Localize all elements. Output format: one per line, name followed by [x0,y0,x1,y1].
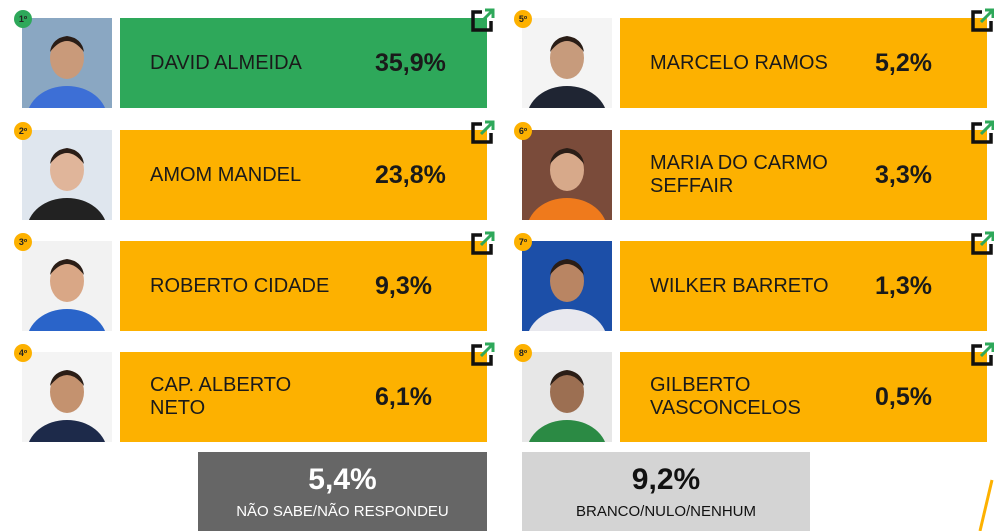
candidate-photo [22,130,112,220]
rank-badge: 8º [514,344,532,362]
share-icon [970,341,994,367]
candidate-card: DAVID ALMEIDA 35,9% [120,18,487,108]
share-icon [470,7,496,33]
share-icon [470,230,496,256]
candidate-card: AMOM MANDEL 23,8% [120,130,487,220]
candidate-value: 6,1% [375,382,432,411]
blank-label: BRANCO/NULO/NENHUM [575,503,756,520]
name-line: CAP. ALBERTO [150,374,292,396]
blank-box: 9,2% BRANCO/NULO/NENHUM [522,452,810,531]
decoration [978,479,994,531]
candidate-card: GILBERTO VASCONCELOS 0,5% [620,352,987,442]
candidate-card: MARIA DO CARMO SEFFAIR 3,3% [620,130,987,220]
undecided-value: 5,4% [308,463,377,496]
rank-badge: 1º [14,10,32,28]
name-line: SEFFAIR [650,175,734,197]
candidate-card: CAP. ALBERTO NETO 6,1% [120,352,487,442]
candidate-value: 5,2% [875,48,932,77]
blank-value: 9,2% [631,463,701,496]
name-line: NETO [150,397,206,419]
name-line: MARCELO RAMOS [650,51,828,74]
candidate-photo [22,18,112,108]
name-line: MARIA DO CARMO [650,152,828,174]
photo-figure [29,259,105,331]
candidate-card: WILKER BARRETO 1,3% [620,241,987,331]
candidate-photo [522,352,612,442]
rank-badge: 3º [14,233,32,251]
candidate-name: MARIA DO CARMO SEFFAIR [650,130,828,220]
candidate-photo [522,18,612,108]
share-icon [970,119,994,145]
photo-figure [529,370,605,442]
candidate-card: ROBERTO CIDADE 9,3% [120,241,487,331]
candidate-name: DAVID ALMEIDA [150,18,302,108]
photo-figure [529,36,605,108]
candidate-value: 0,5% [875,382,932,411]
candidate-value: 9,3% [375,271,432,300]
name-line: ROBERTO CIDADE [150,274,330,297]
photo-figure [529,259,605,331]
undecided-box: 5,4% NÃO SABE/NÃO RESPONDEU [198,452,487,531]
candidate-card: MARCELO RAMOS 5,2% [620,18,987,108]
candidate-name: ROBERTO CIDADE [150,241,329,331]
name-line: WILKER BARRETO [650,274,829,297]
candidate-value: 35,9% [375,48,446,77]
candidate-value: 3,3% [875,160,932,189]
photo-figure [29,36,105,108]
candidate-value: 1,3% [875,271,932,300]
candidate-name: WILKER BARRETO [650,241,829,331]
photo-figure [529,148,605,220]
name-line: DAVID ALMEIDA [150,51,302,74]
candidate-photo [522,241,612,331]
candidate-name: MARCELO RAMOS [650,18,828,108]
share-icon [970,230,994,256]
candidate-name: CAP. ALBERTO NETO [150,352,291,442]
rank-badge: 2º [14,122,32,140]
candidate-photo [522,130,612,220]
rank-badge: 6º [514,122,532,140]
candidate-photo [22,352,112,442]
undecided-label: NÃO SABE/NÃO RESPONDEU [236,503,449,520]
photo-figure [29,148,105,220]
share-icon [470,119,496,145]
rank-badge: 7º [514,233,532,251]
rank-badge: 4º [14,344,32,362]
candidate-value: 23,8% [375,160,446,189]
candidate-name: AMOM MANDEL [150,130,301,220]
rank-badge: 5º [514,10,532,28]
photo-figure [29,370,105,442]
name-line: GILBERTO [650,374,751,396]
candidate-photo [22,241,112,331]
name-line: AMOM MANDEL [150,163,302,186]
candidate-name: GILBERTO VASCONCELOS [650,352,801,442]
share-icon [970,7,994,33]
name-line: VASCONCELOS [650,397,801,419]
share-icon [470,341,496,367]
